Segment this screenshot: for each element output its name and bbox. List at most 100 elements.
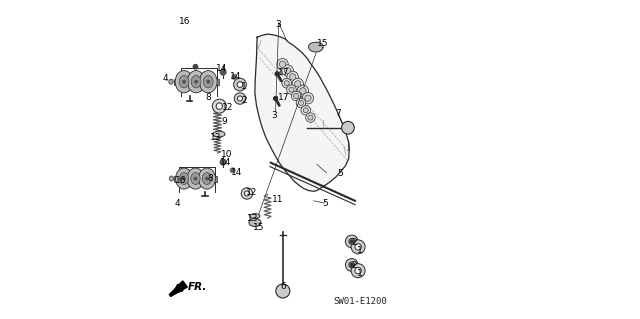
Circle shape (274, 97, 278, 100)
Circle shape (277, 58, 288, 70)
Circle shape (237, 96, 243, 101)
Text: 11: 11 (272, 195, 284, 204)
Text: 1: 1 (356, 246, 362, 255)
Text: 14: 14 (231, 168, 243, 177)
Circle shape (346, 259, 358, 271)
Ellipse shape (204, 76, 213, 88)
Circle shape (355, 268, 362, 274)
Text: 14: 14 (216, 64, 227, 73)
Circle shape (183, 80, 186, 83)
Ellipse shape (198, 168, 216, 189)
Ellipse shape (188, 70, 205, 93)
Text: 14: 14 (220, 158, 231, 167)
Circle shape (282, 78, 291, 88)
Bar (173, 78, 219, 85)
Circle shape (349, 262, 355, 268)
Ellipse shape (169, 176, 173, 181)
Circle shape (294, 93, 299, 99)
Text: 16: 16 (179, 17, 190, 26)
Circle shape (289, 74, 296, 80)
Circle shape (216, 103, 223, 109)
Polygon shape (170, 281, 188, 296)
Circle shape (279, 61, 285, 67)
Circle shape (305, 95, 311, 101)
Circle shape (289, 87, 294, 92)
Circle shape (346, 235, 358, 248)
Text: 12: 12 (222, 103, 234, 112)
Circle shape (276, 284, 290, 298)
Text: 12: 12 (246, 188, 258, 197)
Circle shape (234, 78, 246, 91)
Text: SW01-E1200: SW01-E1200 (333, 297, 387, 306)
Circle shape (287, 71, 298, 83)
Ellipse shape (187, 168, 204, 189)
Text: 13: 13 (247, 214, 259, 223)
Text: 16: 16 (175, 176, 186, 185)
Circle shape (230, 168, 235, 173)
Bar (174, 175, 217, 182)
Circle shape (294, 81, 301, 87)
Text: 9: 9 (221, 117, 227, 126)
Circle shape (342, 122, 355, 134)
Circle shape (234, 93, 246, 104)
Ellipse shape (191, 76, 201, 88)
Text: 17: 17 (278, 93, 289, 102)
Circle shape (298, 100, 303, 106)
Text: 8: 8 (207, 174, 213, 183)
Ellipse shape (250, 214, 260, 219)
Circle shape (212, 99, 227, 113)
Text: 5: 5 (337, 169, 343, 178)
Circle shape (351, 264, 365, 278)
Ellipse shape (175, 70, 193, 93)
Circle shape (284, 67, 291, 74)
Text: 6: 6 (280, 282, 286, 291)
Circle shape (287, 85, 296, 94)
Ellipse shape (213, 131, 225, 137)
Text: 5: 5 (323, 199, 328, 208)
Text: 15: 15 (317, 39, 328, 48)
Ellipse shape (179, 76, 189, 88)
Circle shape (205, 177, 208, 180)
Circle shape (291, 91, 301, 101)
Text: FR.: FR. (188, 282, 207, 292)
Circle shape (275, 72, 279, 76)
Circle shape (282, 65, 293, 76)
Circle shape (195, 80, 197, 83)
Circle shape (244, 191, 250, 196)
Polygon shape (308, 42, 323, 52)
Text: 4: 4 (163, 74, 168, 83)
Circle shape (296, 98, 306, 108)
Circle shape (355, 244, 362, 250)
Text: 4: 4 (175, 199, 180, 208)
Text: 14: 14 (230, 72, 241, 81)
Text: 7: 7 (335, 109, 341, 118)
Text: 13: 13 (209, 133, 221, 142)
Text: 1: 1 (356, 269, 362, 278)
Circle shape (292, 78, 303, 90)
Ellipse shape (191, 173, 200, 184)
Circle shape (303, 108, 308, 113)
Circle shape (193, 64, 198, 69)
Circle shape (232, 75, 236, 79)
Circle shape (308, 115, 313, 120)
Circle shape (220, 159, 226, 165)
Circle shape (183, 177, 185, 180)
Circle shape (297, 85, 308, 97)
Ellipse shape (169, 79, 173, 84)
Circle shape (300, 88, 306, 94)
Circle shape (195, 177, 196, 180)
Ellipse shape (199, 70, 217, 93)
Circle shape (220, 69, 226, 75)
Circle shape (349, 239, 355, 244)
Circle shape (350, 263, 353, 267)
Circle shape (241, 188, 253, 199)
Text: 2: 2 (241, 96, 247, 105)
Text: 2: 2 (351, 261, 356, 271)
Text: 3: 3 (276, 20, 282, 29)
Circle shape (301, 106, 310, 115)
Text: 10: 10 (221, 150, 232, 159)
Circle shape (306, 113, 316, 122)
Circle shape (237, 82, 243, 87)
Circle shape (207, 80, 209, 83)
Ellipse shape (179, 173, 189, 184)
